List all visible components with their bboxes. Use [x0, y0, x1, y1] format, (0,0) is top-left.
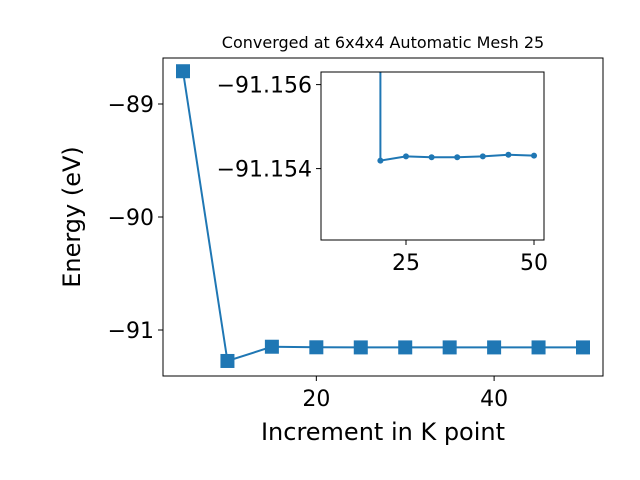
x-axis-label: Increment in K point — [261, 418, 505, 446]
y-axis-label: Energy (eV) — [58, 146, 86, 288]
plot — [176, 64, 590, 368]
marker — [403, 153, 410, 160]
marker — [428, 154, 435, 161]
x-tick-label: 50 — [520, 251, 548, 276]
plot — [377, 72, 538, 164]
y-tick-label: −91.156 — [217, 74, 312, 99]
x-tick-label: 20 — [302, 387, 330, 412]
series-line — [182, 71, 583, 363]
x-tick-label: 40 — [480, 387, 508, 412]
y-tick-label: −91.154 — [217, 158, 312, 183]
marker — [353, 340, 368, 355]
marker — [377, 157, 384, 164]
marker — [398, 340, 413, 355]
marker — [487, 340, 502, 355]
marker — [531, 152, 538, 159]
marker — [264, 339, 279, 354]
chart-title: Converged at 6x4x4 Automatic Mesh 25 — [222, 33, 544, 52]
y-tick-label: −89 — [108, 93, 154, 118]
marker — [176, 64, 190, 79]
marker — [576, 340, 590, 355]
marker — [479, 153, 486, 160]
y-tick-label: −90 — [108, 206, 154, 231]
marker — [505, 151, 512, 158]
series-line — [379, 72, 535, 162]
marker — [220, 353, 235, 368]
y-tick-label: −91 — [108, 319, 154, 344]
marker — [531, 340, 546, 355]
marker — [309, 340, 324, 355]
marker — [454, 154, 461, 161]
x-tick-label: 25 — [392, 251, 420, 276]
marker — [442, 340, 457, 355]
axes-frame — [320, 71, 545, 241]
